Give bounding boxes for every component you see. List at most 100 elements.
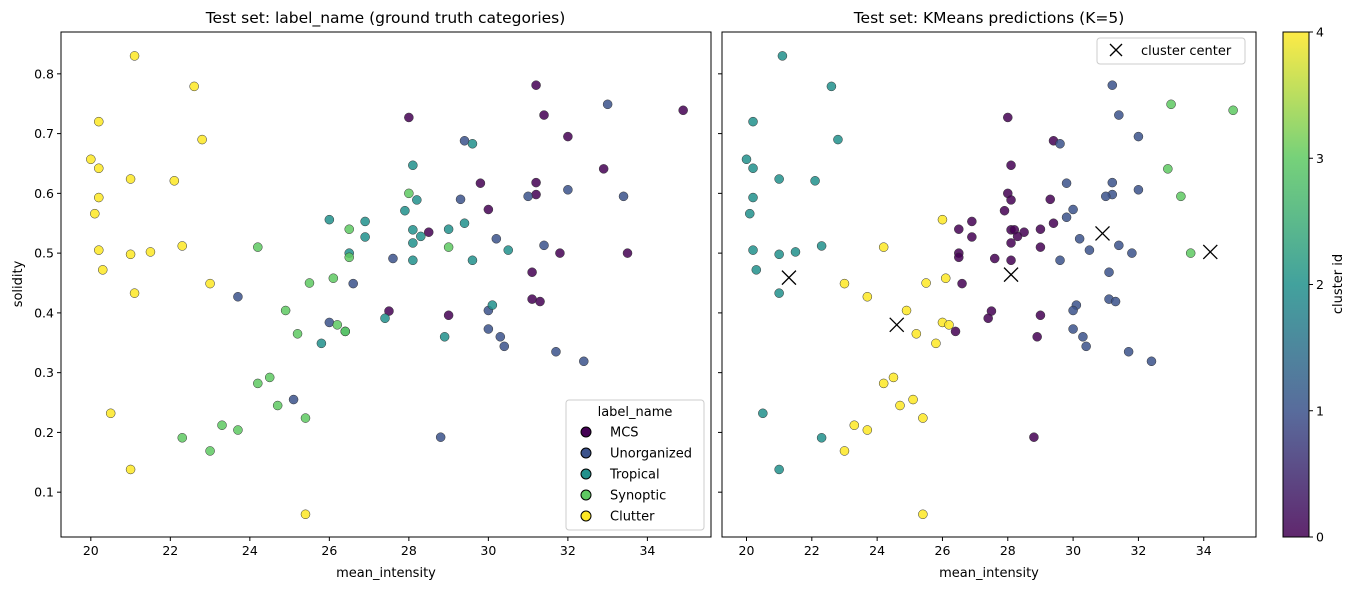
right-point bbox=[1035, 224, 1046, 234]
left-point bbox=[416, 231, 426, 242]
left-point bbox=[551, 346, 561, 357]
right-point bbox=[911, 329, 922, 339]
left-point bbox=[443, 242, 454, 252]
left-y-tick-label: 0.6 bbox=[34, 186, 54, 201]
legend-label: Clutter bbox=[610, 510, 655, 525]
left-point bbox=[205, 278, 215, 289]
left-point bbox=[340, 326, 351, 337]
left-point bbox=[316, 338, 327, 349]
right-point bbox=[1006, 255, 1016, 266]
right-point bbox=[1166, 99, 1176, 110]
left-point bbox=[233, 292, 243, 302]
cluster-center-marker bbox=[1095, 225, 1110, 241]
left-point bbox=[125, 464, 136, 475]
right-point bbox=[878, 378, 889, 389]
left-point bbox=[598, 164, 609, 174]
right-legend-label: cluster center bbox=[1141, 44, 1232, 59]
left-point bbox=[539, 110, 549, 120]
right-point bbox=[816, 241, 827, 251]
left-point bbox=[129, 288, 140, 298]
right-legend-box bbox=[1096, 37, 1246, 65]
legend-marker bbox=[580, 510, 592, 522]
right-point bbox=[954, 252, 964, 263]
right-point bbox=[1068, 324, 1078, 334]
left-point bbox=[253, 242, 263, 252]
right-point bbox=[954, 224, 964, 234]
right-point bbox=[1127, 248, 1137, 258]
left-point bbox=[86, 154, 96, 165]
left-point bbox=[97, 265, 108, 275]
cluster-center-marker bbox=[781, 270, 797, 286]
left-point bbox=[94, 163, 104, 174]
left-x-axis-label: mean_intensity bbox=[336, 566, 436, 581]
legend-label: MCS bbox=[610, 426, 639, 441]
right-point bbox=[944, 320, 954, 330]
left-point bbox=[344, 224, 354, 234]
right-point bbox=[940, 273, 951, 283]
right-point bbox=[918, 413, 928, 423]
left-point bbox=[94, 245, 104, 255]
right-point bbox=[1107, 177, 1118, 188]
right-point bbox=[748, 192, 758, 203]
left-point bbox=[467, 139, 478, 149]
left-point bbox=[90, 208, 100, 219]
left-point bbox=[503, 245, 513, 255]
right-point bbox=[816, 433, 827, 443]
left-point bbox=[380, 313, 390, 324]
left-y-tick-label: 0.8 bbox=[34, 66, 54, 81]
right-point bbox=[1061, 178, 1072, 188]
colorbar-label: cluster id bbox=[1331, 254, 1346, 314]
colorbar-tick-label: 1 bbox=[1316, 403, 1324, 418]
legend-marker bbox=[580, 447, 592, 459]
left-y-tick-label: 0.3 bbox=[34, 365, 54, 380]
right-point bbox=[748, 163, 758, 174]
left-point bbox=[272, 400, 283, 411]
left-point bbox=[408, 255, 418, 266]
right-point bbox=[1035, 242, 1046, 252]
left-x-tick-label: 30 bbox=[480, 543, 496, 558]
legend-label: Unorganized bbox=[610, 447, 692, 462]
right-plot-frame bbox=[721, 31, 1257, 538]
left-point bbox=[408, 225, 418, 235]
left-point bbox=[217, 420, 227, 430]
left-point bbox=[467, 255, 478, 266]
left-point bbox=[563, 185, 573, 195]
right-point bbox=[908, 394, 918, 405]
colorbar-tick-label: 3 bbox=[1316, 151, 1324, 166]
left-plot: Test set: label_name (ground truth categ… bbox=[11, 9, 712, 581]
right-point bbox=[774, 174, 784, 184]
colorbar-tick-label: 2 bbox=[1316, 277, 1324, 292]
right-x-tick-label: 26 bbox=[935, 543, 951, 558]
left-point bbox=[622, 248, 633, 258]
left-point bbox=[531, 80, 541, 90]
right-point bbox=[1003, 112, 1013, 123]
right-point bbox=[810, 176, 820, 186]
right-point bbox=[777, 51, 788, 61]
right-point bbox=[1012, 231, 1023, 242]
left-x-tick-label: 28 bbox=[401, 543, 417, 558]
right-point bbox=[937, 214, 948, 225]
right-point bbox=[826, 81, 837, 92]
left-point bbox=[487, 300, 498, 310]
left-point bbox=[412, 195, 422, 205]
right-x-tick-label: 22 bbox=[804, 543, 820, 558]
left-point bbox=[145, 247, 156, 257]
right-point bbox=[1006, 160, 1016, 171]
cluster-center-x-icon bbox=[1109, 43, 1123, 57]
right-point bbox=[862, 425, 873, 435]
left-x-tick-label: 34 bbox=[639, 543, 655, 558]
right-x-tick-label: 34 bbox=[1196, 543, 1212, 558]
right-point bbox=[957, 278, 967, 289]
right-point bbox=[1006, 238, 1016, 248]
left-point bbox=[423, 227, 434, 237]
right-point bbox=[758, 408, 768, 419]
left-point bbox=[177, 433, 188, 443]
right-point bbox=[1101, 191, 1111, 202]
right-point bbox=[1078, 332, 1088, 342]
left-point bbox=[523, 191, 533, 202]
left-point bbox=[527, 267, 537, 277]
right-point bbox=[967, 216, 977, 227]
right-x-tick-label: 20 bbox=[739, 543, 755, 558]
left-point bbox=[300, 413, 311, 423]
right-point bbox=[1185, 248, 1196, 258]
